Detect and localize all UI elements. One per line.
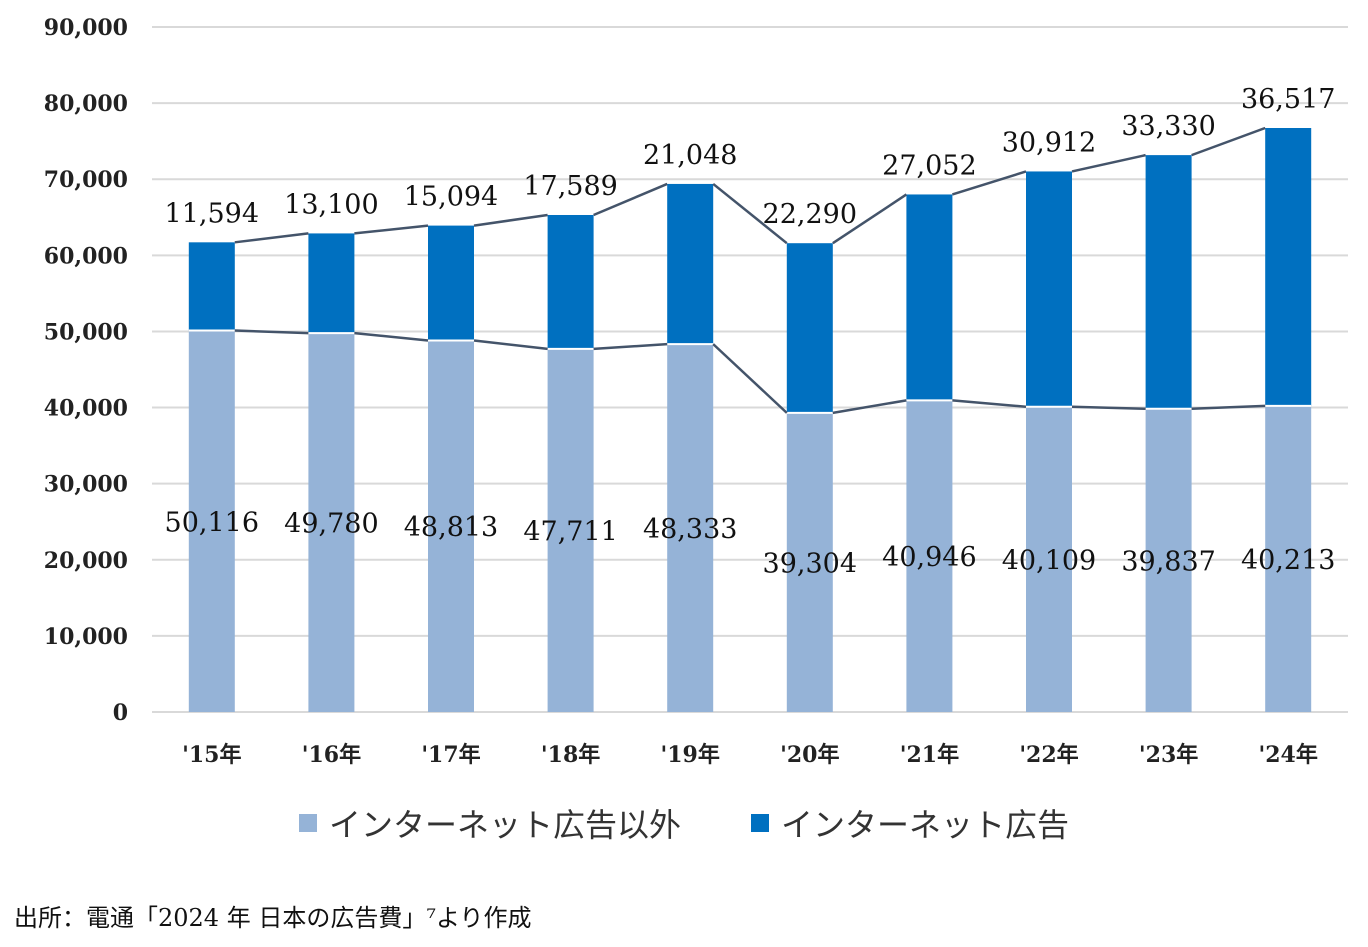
legend-item-internet: インターネット広告 [751, 800, 1069, 846]
data-label-internet: 22,290 [763, 199, 857, 230]
x-tick-label: '18年 [541, 742, 600, 768]
bar-internet [547, 214, 594, 349]
data-label-internet: 15,094 [404, 182, 498, 213]
y-tick-label: 90,000 [44, 15, 128, 41]
data-label-non-internet: 49,780 [284, 509, 378, 540]
bar-internet [667, 183, 714, 345]
data-label-non-internet: 40,946 [882, 542, 976, 573]
bar-internet [1265, 127, 1312, 406]
data-label-non-internet: 40,109 [1002, 545, 1096, 576]
series-line-internet [354, 224, 429, 235]
data-label-non-internet: 39,304 [763, 548, 857, 579]
x-tick-label: '21年 [900, 742, 959, 768]
series-line-internet [1191, 126, 1266, 157]
series-line-non-internet [832, 399, 907, 415]
bar-internet [1145, 155, 1192, 409]
legend-swatch [751, 814, 769, 832]
data-label-internet: 13,100 [284, 189, 378, 220]
data-label-internet: 30,912 [1002, 127, 1096, 158]
legend: インターネット広告以外 インターネット広告 [0, 800, 1368, 846]
series-line-internet [473, 213, 548, 227]
legend-label: インターネット広告 [781, 806, 1070, 844]
series-line-non-internet [354, 331, 429, 342]
legend-swatch [298, 814, 317, 832]
data-label-internet: 33,330 [1121, 111, 1215, 142]
legend-label: インターネット広告以外 [328, 806, 681, 844]
x-tick-label: '19年 [661, 742, 720, 768]
x-tick-label: '24年 [1259, 742, 1318, 768]
bar-non-internet [1026, 406, 1072, 712]
bar-internet [188, 242, 235, 331]
y-tick-label: 50,000 [44, 319, 128, 345]
data-label-internet: 36,517 [1241, 84, 1335, 115]
bar-non-internet [786, 412, 833, 712]
data-label-internet: 11,594 [165, 198, 259, 229]
data-label-non-internet: 48,813 [404, 512, 498, 543]
series-line-non-internet [1191, 404, 1266, 411]
data-label-non-internet: 47,711 [523, 516, 617, 547]
bar-non-internet [308, 333, 355, 712]
x-tick-label: '22年 [1019, 742, 1078, 768]
bar-non-internet [1265, 405, 1312, 712]
data-label-internet: 27,052 [882, 150, 976, 181]
series-line-internet [593, 182, 668, 217]
data-label-non-internet: 50,116 [165, 507, 259, 538]
x-tick-label: '15年 [182, 742, 241, 768]
x-tick-label: '20年 [780, 742, 839, 768]
x-tick-label: '17年 [421, 742, 480, 768]
series-line-internet [234, 232, 309, 244]
x-tick-label: '23年 [1139, 742, 1198, 768]
series-line-internet [712, 182, 788, 245]
series-line-internet [832, 193, 908, 245]
y-tick-label: 30,000 [44, 472, 128, 498]
stacked-bar-chart: 0 10,000 20,000 30,000 40,000 50,000 60,000 70,… [44, 15, 1348, 768]
bar-non-internet [667, 344, 714, 712]
series-line-non-internet [712, 343, 788, 414]
y-tick-label: 10,000 [44, 624, 128, 650]
series-line-non-internet [593, 342, 668, 351]
data-label-non-internet: 40,213 [1241, 545, 1335, 576]
series-line-internet [952, 170, 1027, 196]
y-tick-label: 0 [113, 700, 128, 726]
series-line-non-internet [234, 329, 309, 335]
x-tick-label: '16年 [302, 742, 361, 768]
series-line-internet [1071, 153, 1146, 173]
data-label-non-internet: 48,333 [643, 514, 737, 545]
legend-item-non-internet: インターネット広告以外 [298, 800, 681, 846]
bar-internet [1026, 171, 1072, 407]
bar-non-internet [1145, 408, 1192, 712]
bar-non-internet [906, 400, 953, 712]
bar-non-internet [188, 330, 235, 712]
series-line-non-internet [473, 339, 548, 351]
bar-non-internet [547, 348, 594, 712]
bar-non-internet [428, 340, 474, 712]
y-tick-label: 40,000 [44, 396, 128, 422]
bar-internet [906, 194, 953, 401]
data-label-internet: 21,048 [643, 140, 737, 171]
bar-internet [428, 225, 474, 341]
bar-internet [308, 233, 355, 334]
source-note: 出所：電通「2024 年 日本の広告費」⁷より作成 [14, 904, 532, 932]
y-tick-label: 20,000 [44, 548, 128, 574]
data-label-internet: 17,589 [523, 171, 617, 202]
y-tick-label: 70,000 [44, 167, 128, 193]
series-line-non-internet [1071, 405, 1146, 411]
series-line-non-internet [952, 399, 1027, 408]
bar-internet [786, 243, 833, 413]
y-tick-label: 80,000 [44, 91, 128, 117]
data-label-non-internet: 39,837 [1121, 546, 1215, 577]
y-tick-label: 60,000 [44, 243, 128, 269]
